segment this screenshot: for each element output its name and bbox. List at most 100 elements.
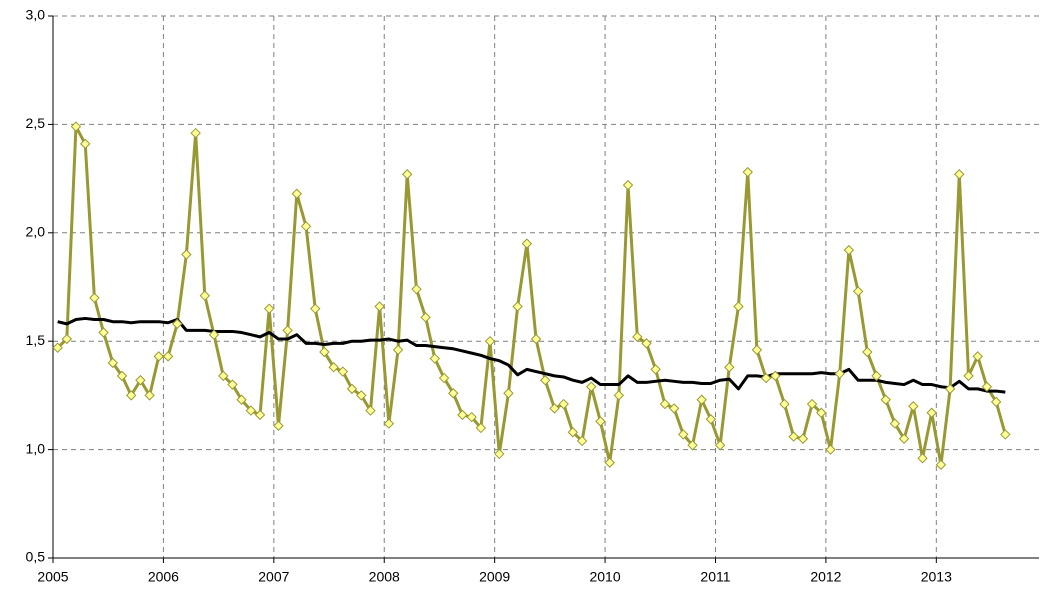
marker [788,431,799,442]
marker [218,370,229,382]
marker [337,366,349,377]
marker [825,444,836,455]
marker [1000,429,1011,440]
marker [227,379,238,390]
marker [383,418,395,429]
marker [898,433,910,444]
marker [954,169,965,180]
y-tick-label: 1,0 [26,440,46,456]
marker [254,409,266,421]
marker [834,368,845,379]
marker [871,370,882,382]
marker [457,409,468,421]
marker [346,383,358,395]
x-tick-label: 2012 [810,569,841,585]
y-tick-label: 3,0 [26,7,46,23]
marker [365,405,376,416]
x-tick-label: 2010 [589,569,620,585]
marker [475,422,487,434]
marker [972,351,983,362]
marker [429,353,441,364]
marker [567,427,579,438]
marker [181,249,192,260]
marker [981,381,993,392]
marker [586,381,597,392]
marker [116,370,128,382]
marker [724,362,735,373]
x-tick-label: 2008 [369,569,400,585]
marker [494,448,505,460]
marker [162,351,174,362]
marker [199,290,211,301]
marker [153,351,164,362]
x-tick-label: 2009 [479,569,510,585]
marker [705,414,717,425]
marker [917,453,928,464]
marker [125,390,137,401]
marker [530,333,542,345]
marker [172,318,183,330]
marker [779,398,790,410]
marker [411,283,422,295]
y-tick-label: 1,5 [26,332,46,348]
marker [880,394,891,405]
marker [668,403,680,414]
marker [751,344,763,356]
marker [990,396,1002,408]
marker [935,459,947,470]
marker [622,179,634,191]
x-tick-label: 2007 [258,569,289,585]
marker [319,346,330,358]
marker [797,433,809,444]
marker [862,346,873,358]
marker [466,411,477,423]
marker [926,407,937,418]
marker [687,440,698,451]
marker [135,375,146,386]
marker [236,394,247,405]
x-tick-label: 2013 [921,569,952,585]
marker [484,335,496,347]
marker [310,303,321,314]
marker [604,457,615,468]
y-tick-label: 2,5 [26,115,46,131]
marker [89,292,100,304]
marker [806,398,818,410]
marker [733,301,744,312]
marker [282,325,293,336]
marker [714,440,726,451]
marker [70,121,82,132]
marker [263,303,275,314]
marker [659,398,671,410]
marker [641,338,652,349]
marker [80,138,91,150]
marker [650,364,661,375]
marker [678,429,689,440]
marker [356,390,367,401]
marker [273,420,284,431]
marker [632,331,643,343]
marker [190,127,201,139]
marker [98,327,109,338]
marker [107,357,119,369]
marker [374,301,385,312]
marker [944,383,956,395]
marker [208,329,220,340]
marker [696,394,707,405]
marker [742,166,753,178]
marker [144,390,155,401]
marker [438,372,450,384]
marker [816,407,827,418]
x-tick-label: 2006 [148,569,179,585]
marker [549,403,560,414]
marker [908,401,919,412]
marker [402,169,413,180]
x-tick-label: 2011 [700,569,730,585]
marker [540,375,551,386]
marker [576,435,588,447]
marker [420,312,431,323]
series-line [56,125,1007,467]
marker [595,416,606,427]
marker [61,333,73,345]
